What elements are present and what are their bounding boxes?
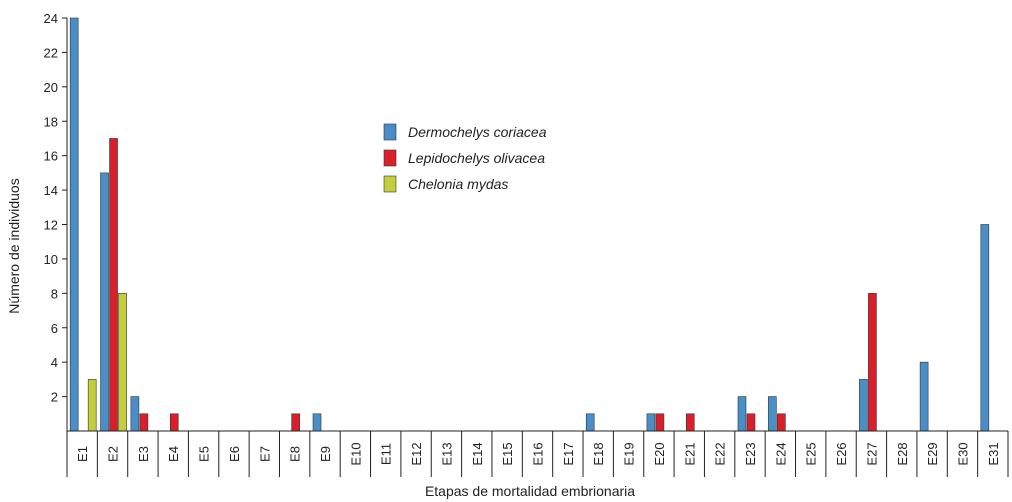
x-tick-label: E12 [409, 442, 424, 465]
y-axis-title: Número de individuos [6, 178, 22, 313]
y-tick-label: 4 [51, 355, 58, 370]
bar-lepidochelys-e8 [291, 413, 300, 432]
x-tick-label: E4 [166, 446, 181, 462]
x-tick-label: E29 [925, 442, 940, 465]
bar-lepidochelys-e24 [777, 413, 786, 432]
x-tick-label: E19 [622, 442, 637, 465]
y-tick-label: 10 [44, 252, 58, 267]
y-tick-label: 6 [51, 321, 58, 336]
y-tick-label: 2 [51, 390, 58, 405]
y-tick-label: 12 [44, 218, 58, 233]
y-tick-label: 22 [44, 45, 58, 60]
x-tick-label: E1 [75, 446, 90, 462]
bar-dermochelys-e9 [312, 413, 322, 432]
legend-label: Dermochelys coriacea [408, 124, 547, 140]
x-tick-label: E16 [531, 442, 546, 465]
x-tick-label: E9 [318, 446, 333, 462]
bar-dermochelys-e20 [646, 413, 656, 432]
bar-dermochelys-e29 [919, 361, 929, 432]
bar-chelonia-e1 [87, 379, 97, 432]
bar-lepidochelys-e23 [746, 413, 756, 432]
legend-label: Lepidochelys olivacea [408, 150, 545, 166]
x-tick-label: E11 [379, 443, 394, 465]
bar-dermochelys-e18 [585, 413, 595, 432]
x-tick-label: E6 [227, 446, 242, 462]
bar-chelonia-e2 [118, 293, 127, 432]
x-axis-title: Etapas de mortalidad embrionaria [425, 483, 635, 499]
x-tick-label: E26 [834, 442, 849, 465]
x-tick-label: E23 [743, 442, 758, 465]
x-tick-label: E20 [652, 442, 667, 465]
x-tick-label: E3 [136, 446, 151, 462]
x-tick-label: E15 [500, 442, 515, 465]
bar-dermochelys-e31 [980, 224, 990, 432]
legend-swatch [383, 123, 397, 141]
x-tick-label: E18 [591, 442, 606, 465]
x-tick-label: E28 [895, 442, 910, 465]
x-tick-label: E5 [197, 446, 212, 462]
legend: Dermochelys coriacea Lepidochelys olivace… [383, 123, 547, 193]
legend-swatch [383, 149, 397, 167]
x-tick-label: E24 [773, 442, 788, 465]
bar-dermochelys-e24 [768, 396, 777, 432]
legend-swatch [383, 175, 397, 193]
bar-dermochelys-e1 [69, 17, 79, 432]
bar-lepidochelys-e27 [868, 293, 877, 432]
y-tick-label: 16 [44, 149, 58, 164]
bar-lepidochelys-e2 [109, 138, 118, 432]
y-tick-label: 14 [44, 183, 58, 198]
y-tick-label: 24 [44, 11, 58, 26]
bar-lepidochelys-e21 [685, 413, 695, 432]
legend-label: Chelonia mydas [408, 176, 508, 192]
x-tick-label: E27 [864, 442, 879, 465]
x-tick-label: E31 [986, 442, 1001, 465]
bar-lepidochelys-e4 [169, 413, 179, 432]
x-tick-label: E21 [682, 442, 697, 465]
x-tick-label: E7 [257, 446, 272, 462]
x-tick-label: E17 [561, 442, 576, 465]
bars-group [69, 17, 990, 432]
x-tick-label: E14 [470, 442, 485, 465]
x-axis: E1 E2 E3 E4 E5 E6 E7 E8 E9 E10 E11 E12 E13 E14 E15 E16 E… [66, 430, 1009, 477]
bar-lepidochelys-e3 [139, 413, 149, 432]
x-tick-label: E2 [106, 446, 121, 462]
x-tick-label: E10 [348, 442, 363, 465]
bar-dermochelys-e3 [130, 396, 140, 432]
x-tick-label: E8 [288, 446, 303, 462]
y-tick-label: 8 [51, 286, 58, 301]
y-tick-label: 18 [44, 114, 58, 129]
bar-dermochelys-e23 [737, 396, 747, 432]
x-tick-label: E25 [804, 442, 819, 465]
x-tick-label: E30 [955, 442, 970, 465]
bar-dermochelys-e27 [859, 379, 868, 432]
x-tick-label: E13 [439, 442, 454, 465]
y-tick-label: 20 [44, 80, 58, 95]
x-tick-label: E22 [713, 442, 728, 465]
bar-lepidochelys-e20 [655, 413, 665, 432]
bar-dermochelys-e2 [100, 172, 109, 432]
